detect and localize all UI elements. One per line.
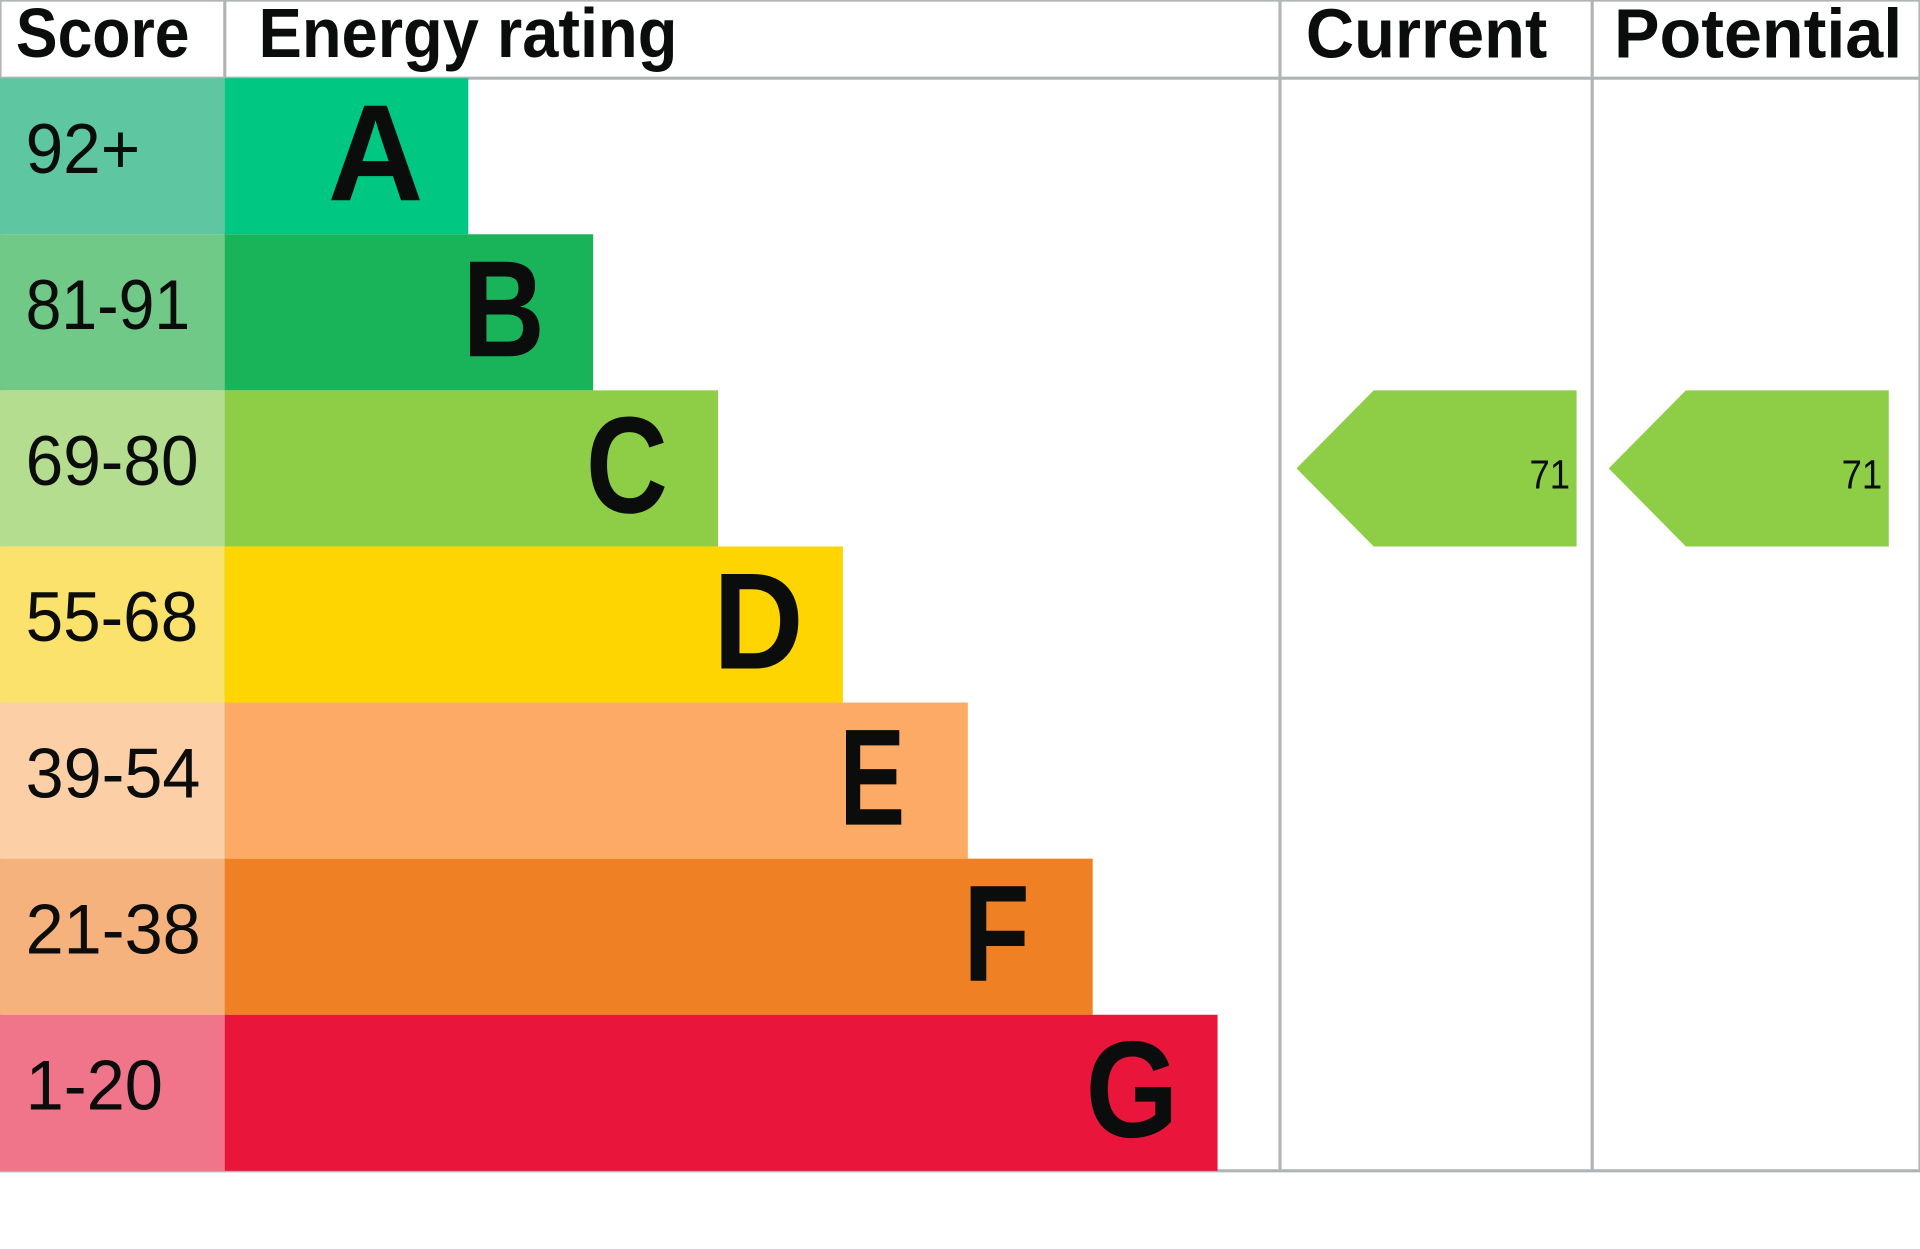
- svg-text:1-20: 1-20: [26, 1046, 163, 1125]
- svg-text:C: C: [586, 388, 668, 542]
- svg-text:Energy rating: Energy rating: [258, 0, 677, 72]
- svg-text:71: 71: [1529, 452, 1570, 498]
- svg-text:G: G: [1086, 1014, 1179, 1167]
- svg-text:Potential: Potential: [1614, 0, 1902, 72]
- svg-text:71: 71: [1842, 452, 1883, 498]
- svg-text:39-54: 39-54: [26, 734, 201, 813]
- svg-text:Score: Score: [16, 0, 190, 72]
- svg-text:F: F: [963, 858, 1029, 1011]
- svg-text:E: E: [839, 702, 905, 855]
- svg-text:21-38: 21-38: [26, 890, 201, 969]
- svg-text:A: A: [328, 76, 424, 230]
- svg-text:Current: Current: [1306, 0, 1547, 72]
- svg-text:69-80: 69-80: [26, 422, 199, 501]
- svg-text:81-91: 81-91: [26, 266, 191, 345]
- svg-text:92+: 92+: [26, 110, 141, 189]
- svg-text:55-68: 55-68: [26, 578, 199, 657]
- svg-text:D: D: [713, 544, 804, 698]
- svg-text:B: B: [462, 232, 544, 385]
